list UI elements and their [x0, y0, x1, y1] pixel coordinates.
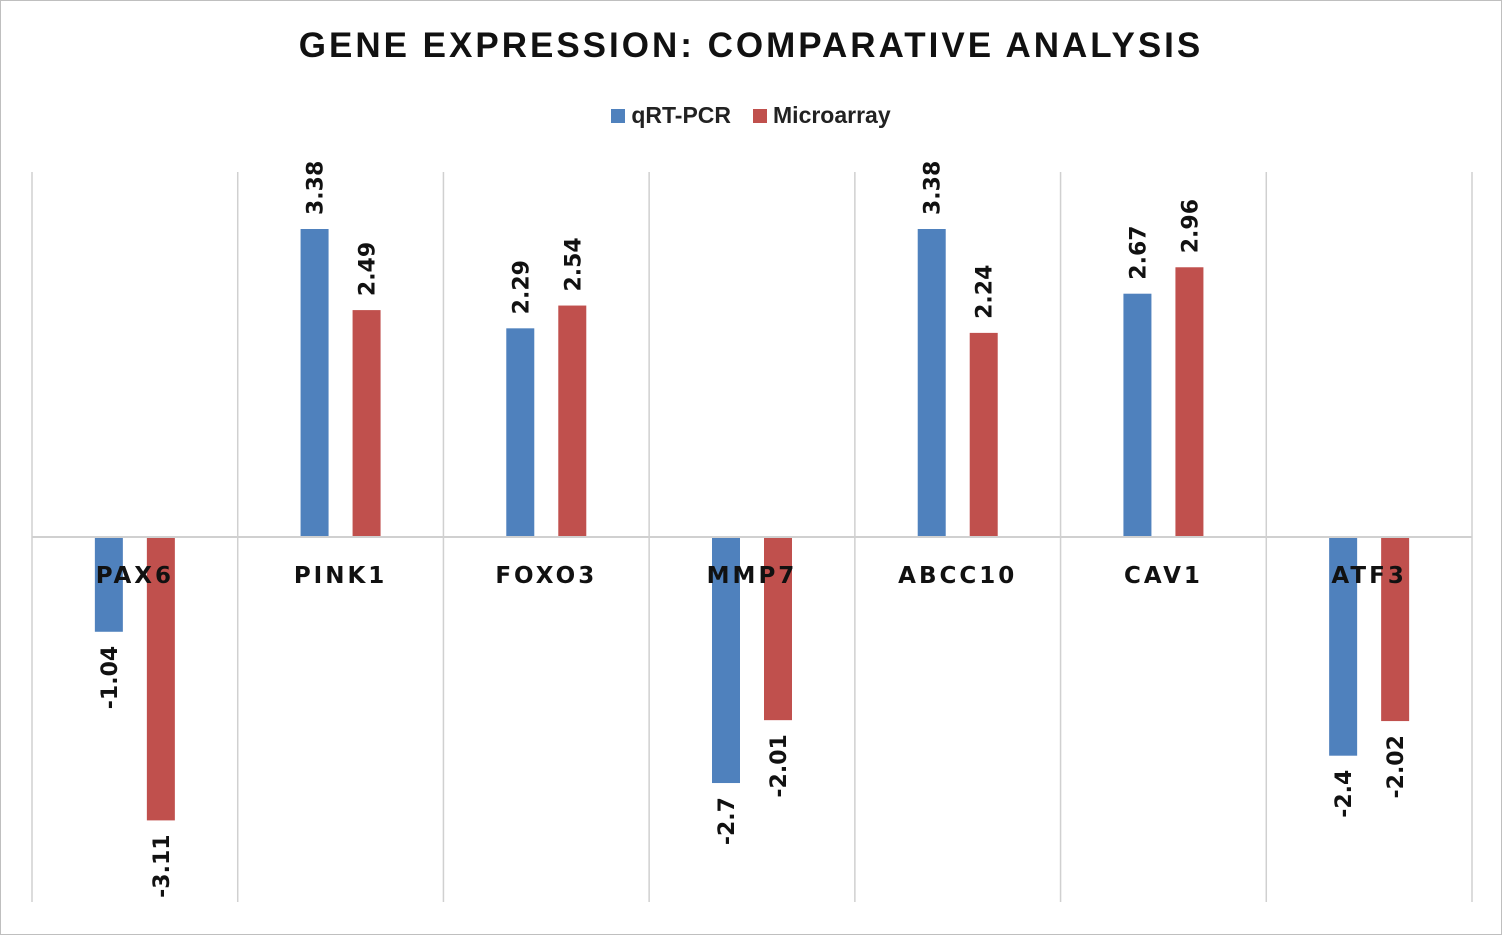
- legend-item-qrt-pcr: qRT-PCR: [611, 102, 731, 129]
- category-label-pax6: PAX6: [96, 563, 174, 589]
- data-label-qrt-pcr-atf3: -2.4: [1332, 770, 1357, 818]
- legend-label-qrt-pcr: qRT-PCR: [631, 102, 732, 128]
- category-label-cav1: CAV1: [1124, 563, 1203, 589]
- legend-label-microarray: Microarray: [773, 102, 891, 128]
- bar-qrt-pcr-atf3: [1329, 537, 1358, 756]
- bar-qrt-pcr-cav1: [1123, 293, 1152, 537]
- bar-microarray-pax6: [146, 537, 175, 821]
- legend-swatch-qrt-pcr: [611, 108, 626, 123]
- data-label-microarray-abcc10: 2.24: [973, 265, 998, 319]
- bar-microarray-atf3: [1381, 537, 1410, 722]
- bar-microarray-pink1: [352, 310, 381, 537]
- data-label-microarray-pink1: 2.49: [356, 242, 381, 296]
- data-label-qrt-pcr-cav1: 2.67: [1126, 225, 1151, 279]
- chart-title: GENE EXPRESSION: COMPARATIVE ANALYSIS: [298, 26, 1204, 65]
- bar-microarray-mmp7: [764, 537, 792, 721]
- data-label-qrt-pcr-pax6: -1.04: [98, 646, 123, 709]
- category-label-atf3: ATF3: [1331, 563, 1406, 589]
- data-label-microarray-atf3: -2.02: [1384, 735, 1409, 798]
- data-label-qrt-pcr-pink1: 3.38: [304, 161, 329, 215]
- legend-item-microarray: Microarray: [753, 102, 891, 129]
- bar-qrt-pcr-pink1: [300, 229, 329, 537]
- bar-microarray-cav1: [1175, 267, 1204, 537]
- data-label-microarray-cav1: 2.96: [1178, 199, 1203, 253]
- legend-swatch-microarray: [753, 108, 768, 123]
- data-label-microarray-mmp7: -2.01: [767, 734, 792, 797]
- data-label-microarray-pax6: -3.11: [150, 834, 175, 897]
- data-label-qrt-pcr-abcc10: 3.38: [921, 161, 946, 215]
- category-label-foxo3: FOXO3: [495, 563, 597, 589]
- bar-qrt-pcr-pax6: [94, 537, 123, 632]
- bar-qrt-pcr-mmp7: [712, 537, 740, 784]
- data-label-microarray-foxo3: 2.54: [561, 237, 586, 291]
- bar-microarray-abcc10: [969, 332, 998, 537]
- data-label-qrt-pcr-foxo3: 2.29: [509, 260, 534, 314]
- bar-microarray-foxo3: [558, 305, 587, 537]
- bar-qrt-pcr-foxo3: [506, 328, 535, 537]
- category-label-pink1: PINK1: [294, 563, 388, 589]
- data-label-qrt-pcr-mmp7: -2.7: [715, 797, 740, 845]
- category-label-mmp7: MMP7: [707, 563, 798, 589]
- legend: qRT-PCR Microarray: [0, 102, 1502, 129]
- bar-qrt-pcr-abcc10: [917, 229, 946, 537]
- category-label-abcc10: ABCC10: [898, 563, 1017, 589]
